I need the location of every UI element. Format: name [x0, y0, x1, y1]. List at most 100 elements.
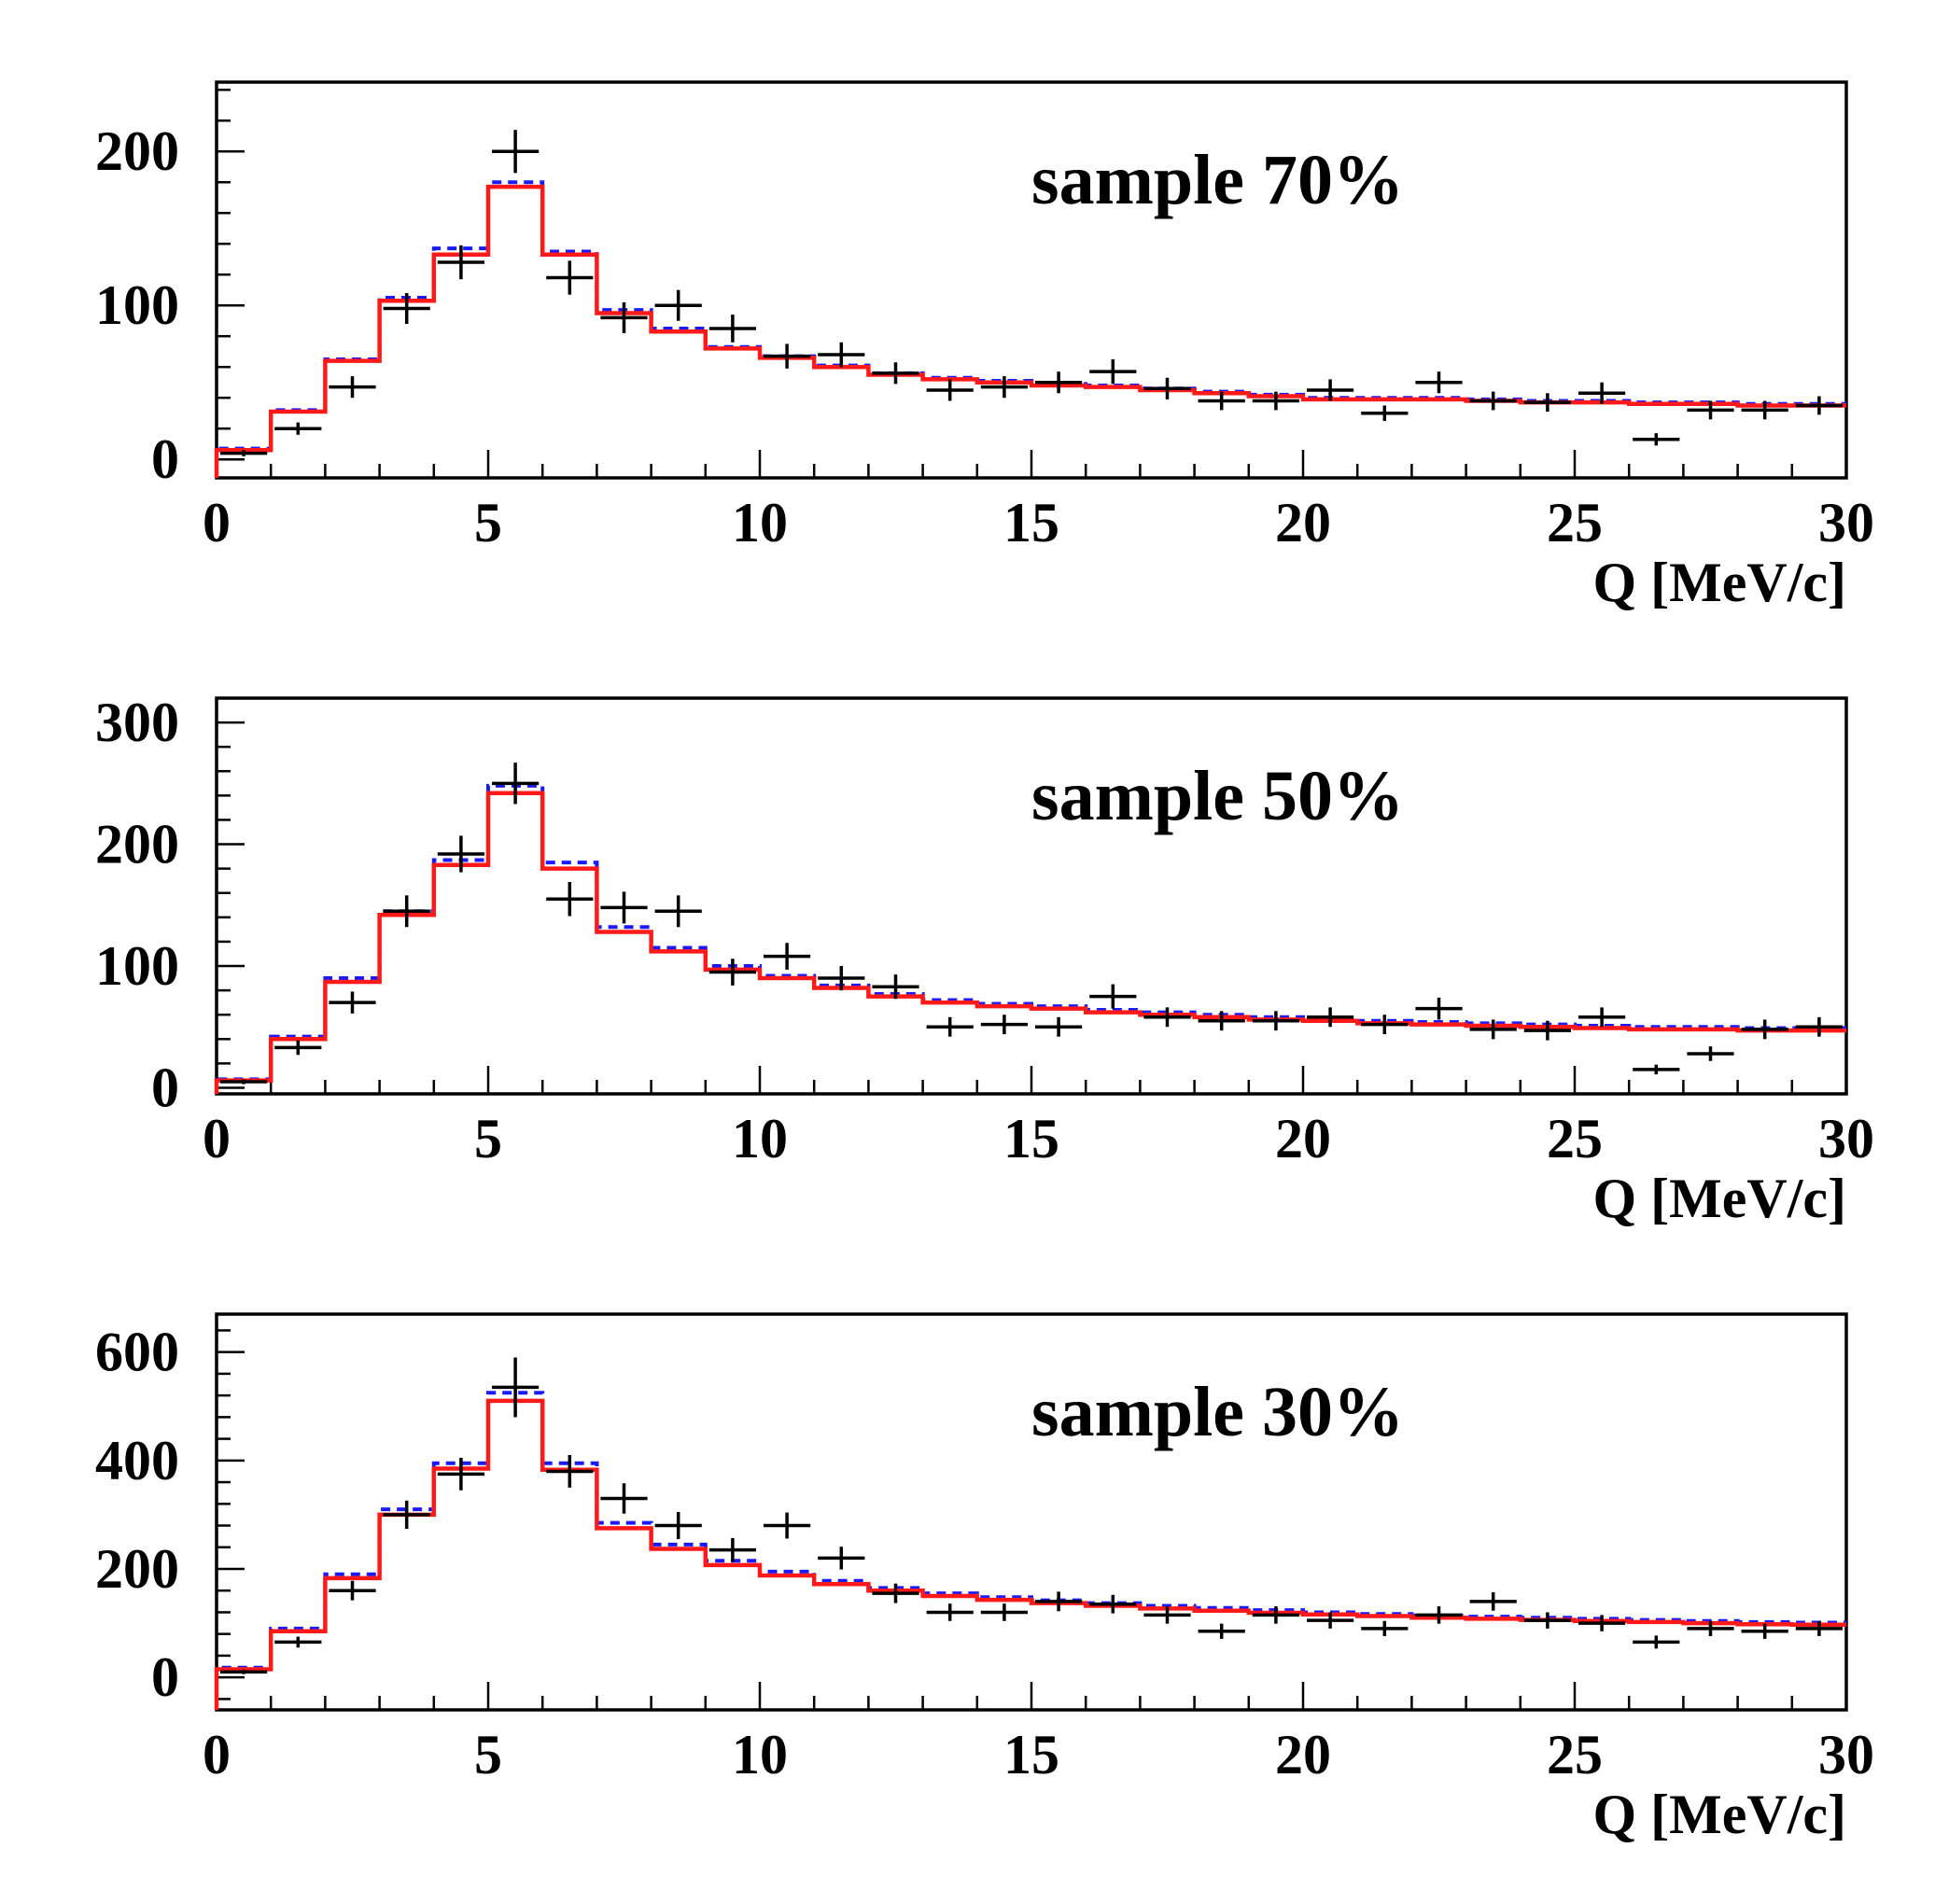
x-tick-label: 15 [1003, 492, 1059, 553]
data-point [1523, 1612, 1571, 1629]
panel-sample-70: 0 5 10 15 20 25 30 0 100 200 Q [MeV/c] sample 70% [95, 80, 1874, 613]
data-point [1795, 1620, 1843, 1637]
data-point [872, 1583, 919, 1603]
data-point [1089, 358, 1137, 385]
data-point [1307, 379, 1354, 401]
x-tick-label: 25 [1547, 1108, 1603, 1169]
data-point [492, 763, 540, 805]
x-tick-label: 5 [474, 492, 502, 553]
x-tick-label: 20 [1275, 1108, 1331, 1169]
data-point [654, 895, 702, 928]
data-point [437, 1457, 484, 1491]
data-point [1578, 382, 1626, 404]
data-point [274, 1636, 322, 1648]
data-point [1469, 1019, 1517, 1040]
data-point [437, 835, 484, 873]
data-point [1687, 1046, 1734, 1061]
y-tick-label: 200 [95, 120, 179, 182]
x-tick-label: 30 [1818, 1724, 1874, 1785]
data-point [818, 1547, 865, 1570]
data-point [1469, 1591, 1517, 1611]
data-point [437, 245, 484, 280]
data-point [1687, 1620, 1734, 1637]
data-point [1469, 391, 1517, 411]
data-point [980, 1015, 1028, 1035]
data-point [220, 450, 268, 456]
data-point [546, 881, 594, 917]
data-point [1633, 1064, 1680, 1075]
x-tick-label: 15 [1003, 1108, 1059, 1169]
data-point [1198, 1623, 1245, 1639]
data-point [1415, 997, 1463, 1020]
data-point [1795, 1016, 1843, 1037]
data-point [1687, 400, 1734, 420]
data-point [1361, 405, 1409, 421]
x-tick-label: 30 [1818, 1108, 1874, 1169]
fit-histogram-red [214, 184, 1846, 478]
data-point [1198, 1011, 1245, 1031]
data-point [926, 379, 974, 401]
x-axis-label: Q [MeV/c] [1592, 552, 1846, 613]
x-tick-label: 30 [1818, 492, 1874, 553]
y-tick-label: 200 [95, 814, 179, 875]
data-point [872, 974, 919, 1000]
data-point [1361, 1620, 1409, 1637]
y-tick-label: 400 [95, 1430, 179, 1491]
data-point [329, 376, 376, 399]
data-point [980, 376, 1028, 399]
data-point [1035, 1016, 1083, 1037]
data-point [818, 966, 865, 991]
data-point [1741, 400, 1788, 420]
data-point [708, 959, 756, 986]
x-tick-label: 0 [203, 492, 231, 553]
data-point [383, 293, 430, 325]
data-point [1523, 393, 1571, 413]
y-tick-label: 200 [95, 1538, 179, 1600]
data-point [220, 1079, 268, 1085]
panel-title: sample 70% [1031, 141, 1404, 219]
data-point [274, 422, 322, 435]
data-point [1035, 1591, 1083, 1612]
panel-title: sample 30% [1031, 1373, 1404, 1451]
x-tick-label: 5 [474, 1724, 502, 1785]
panel-title: sample 50% [1031, 757, 1404, 835]
data-point [1089, 984, 1137, 1009]
data-point [1035, 371, 1083, 394]
y-tick-label: 0 [151, 1057, 179, 1118]
data-point [1198, 391, 1245, 411]
fit-histogram-blue-dashed [215, 1391, 1846, 1710]
data-point [600, 301, 648, 333]
data-point [1089, 1594, 1137, 1614]
y-tick-label: 600 [95, 1322, 179, 1383]
data-point [654, 289, 702, 321]
data-point [764, 343, 811, 369]
data-point [492, 130, 540, 174]
data-point [1307, 1007, 1354, 1028]
data-point [600, 891, 648, 924]
data-point [1415, 371, 1463, 394]
data-point [492, 1357, 540, 1418]
data-point [980, 1603, 1028, 1621]
data-point [1415, 1606, 1463, 1624]
y-tick-label: 300 [95, 692, 179, 753]
data-point [926, 1016, 974, 1037]
data-point [546, 260, 594, 295]
fit-histogram-blue-dashed [215, 180, 1846, 478]
data-point [1252, 1011, 1299, 1031]
x-tick-label: 20 [1275, 1724, 1331, 1785]
data-point [329, 1580, 376, 1601]
y-tick-label: 100 [95, 935, 179, 997]
y-tick-label: 0 [151, 428, 179, 490]
data-point [1523, 1020, 1571, 1041]
data-point [764, 1512, 811, 1539]
x-tick-label: 25 [1547, 492, 1603, 553]
y-tick-label: 0 [151, 1646, 179, 1708]
data-point [654, 1512, 702, 1540]
data-point [1578, 1007, 1626, 1028]
x-tick-label: 10 [732, 1724, 788, 1785]
x-axis-label: Q [MeV/c] [1592, 1784, 1846, 1845]
x-tick-label: 10 [732, 492, 788, 553]
data-point [1307, 1612, 1354, 1629]
data-point [1143, 377, 1191, 399]
data-point [546, 1455, 594, 1488]
